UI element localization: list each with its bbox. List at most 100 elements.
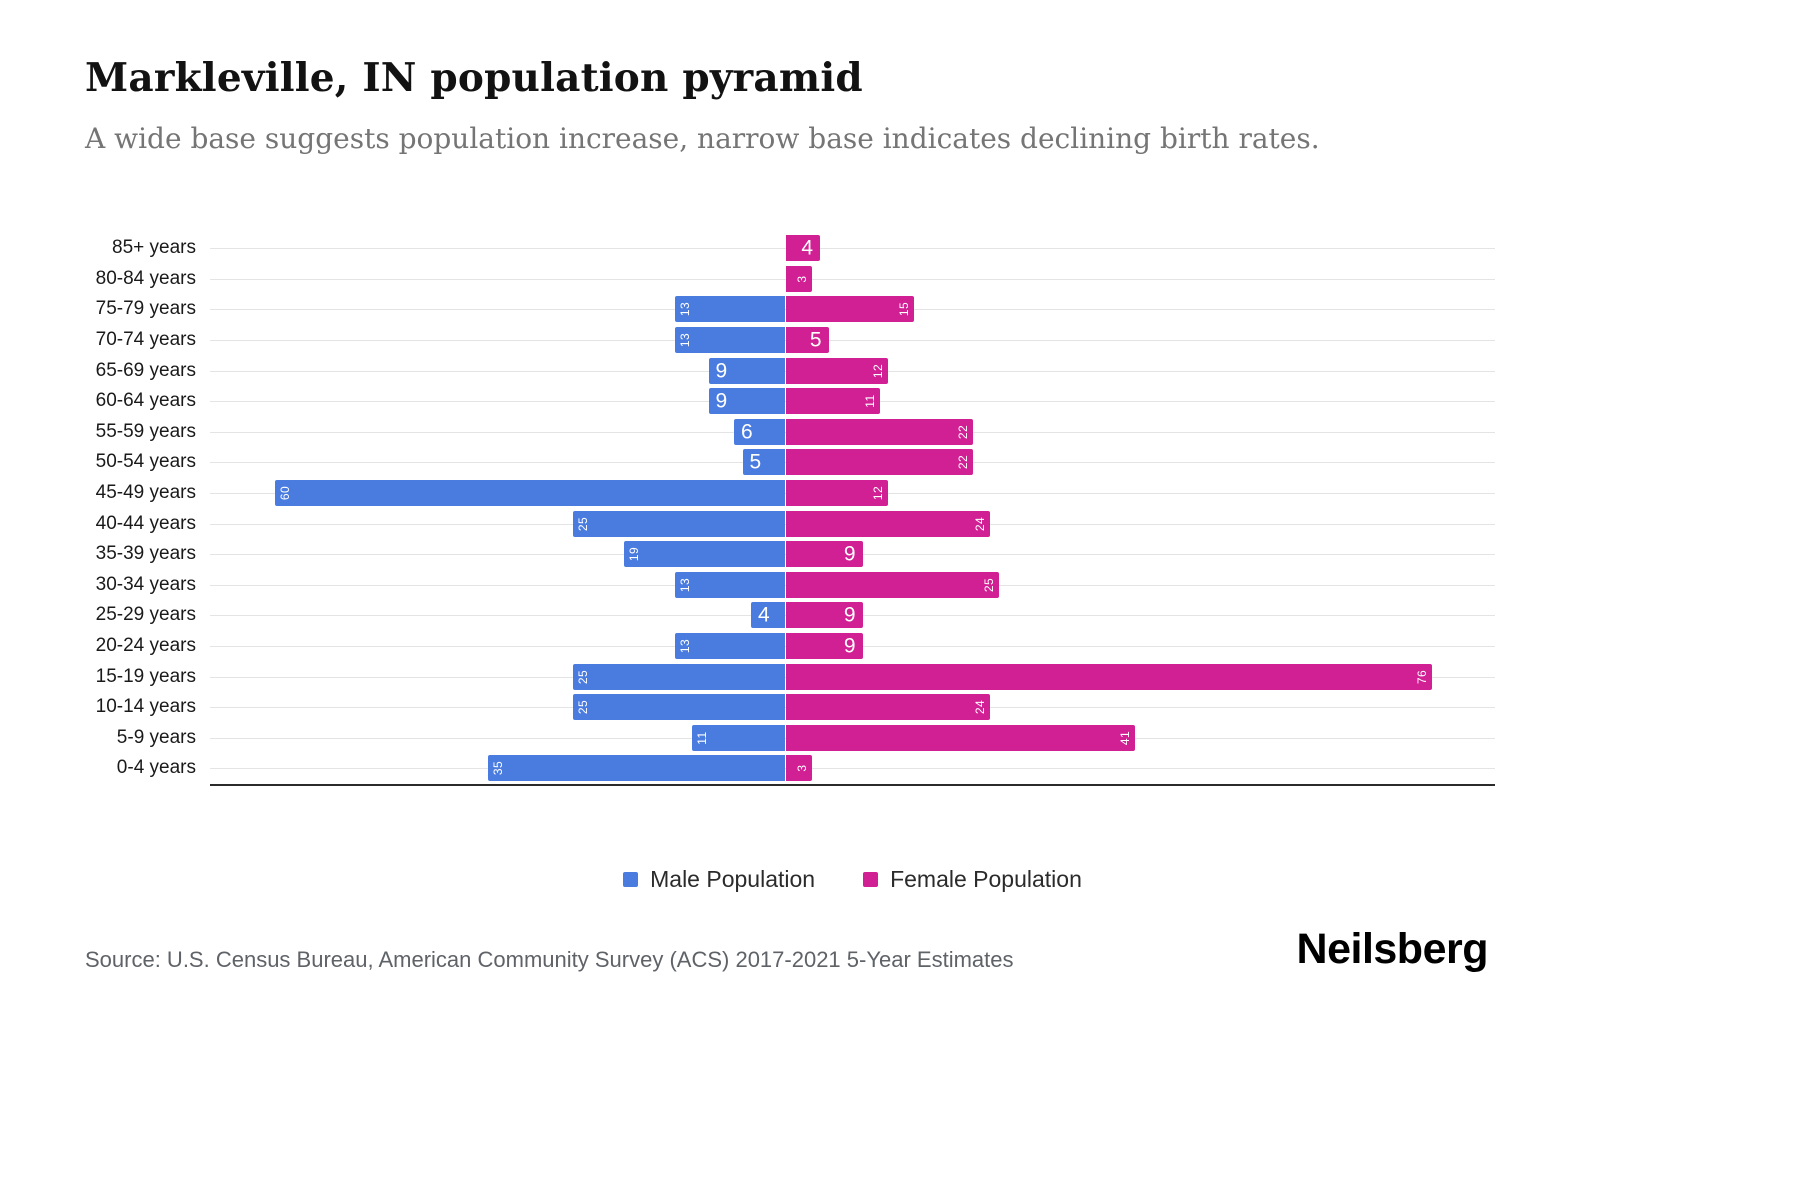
female-bar: 76 xyxy=(786,663,1432,690)
category-label: 45-49 years xyxy=(95,482,196,504)
female-bar: 4 xyxy=(786,235,820,262)
bar-value-label: 22 xyxy=(956,455,970,470)
bar-value-label: 35 xyxy=(490,761,505,776)
bar-value-label: 9 xyxy=(715,359,728,383)
category-label: 0-4 years xyxy=(116,757,196,779)
male-bar: 35 xyxy=(487,755,785,782)
category-label: 15-19 years xyxy=(95,665,196,687)
plot-area: 85+ years 4 80-84 years 3 75-79 years 13 15 70-… xyxy=(85,233,1495,784)
pyramid-row: 10-14 years 25 24 xyxy=(85,692,1495,723)
bar-track: 13 5 xyxy=(210,325,1495,356)
male-bar: 19 xyxy=(623,541,785,568)
bar-value-label: 76 xyxy=(1415,669,1429,684)
pyramid-row: 65-69 years 9 12 xyxy=(85,355,1495,386)
female-bar: 9 xyxy=(786,602,863,629)
bar-value-label: 5 xyxy=(809,328,822,352)
neilsberg-logo: Neilsberg xyxy=(1296,925,1489,973)
pyramid-row: 5-9 years 11 41 xyxy=(85,723,1495,754)
pyramid-row: 0-4 years 35 3 xyxy=(85,753,1495,784)
pyramid-row: 50-54 years 5 22 xyxy=(85,447,1495,478)
bar-track: 9 11 xyxy=(210,386,1495,417)
bar-value-label: 5 xyxy=(749,450,762,474)
category-label: 20-24 years xyxy=(95,635,196,657)
bar-value-label: 11 xyxy=(694,731,709,745)
category-label: 25-29 years xyxy=(95,604,196,626)
bar-track: 25 76 xyxy=(210,661,1495,692)
gridline xyxy=(210,340,1495,342)
category-label: 70-74 years xyxy=(95,329,196,351)
bar-value-label: 11 xyxy=(862,394,877,408)
bar-track: 19 9 xyxy=(210,539,1495,570)
category-label: 75-79 years xyxy=(95,298,196,320)
bar-value-label: 22 xyxy=(956,424,970,440)
bar-track: 25 24 xyxy=(210,508,1495,539)
bar-value-label: 3 xyxy=(794,764,809,772)
male-legend-label: Male Population xyxy=(650,865,816,892)
bar-value-label: 12 xyxy=(871,363,885,378)
category-label: 30-34 years xyxy=(95,573,196,595)
bar-track: 25 24 xyxy=(210,692,1495,723)
category-label: 10-14 years xyxy=(95,696,196,718)
bar-value-label: 12 xyxy=(871,485,885,501)
x-axis-line xyxy=(210,783,1495,786)
category-label: 55-59 years xyxy=(95,420,196,442)
bar-track: 9 12 xyxy=(210,355,1495,386)
female-bar: 3 xyxy=(786,755,812,782)
male-bar: 25 xyxy=(572,510,785,537)
bar-value-label: 24 xyxy=(973,516,987,531)
category-label: 40-44 years xyxy=(95,512,196,534)
male-legend-swatch xyxy=(623,871,639,887)
male-bar: 13 xyxy=(674,327,785,354)
male-bar: 25 xyxy=(572,663,785,690)
bar-track: 35 3 xyxy=(210,753,1495,784)
male-bar: 13 xyxy=(674,571,785,598)
gridline xyxy=(210,248,1495,250)
bar-value-label: 9 xyxy=(843,634,856,658)
female-bar: 3 xyxy=(786,265,812,292)
bar-track: 13 9 xyxy=(210,631,1495,662)
category-label: 35-39 years xyxy=(95,543,196,565)
bar-track: 13 15 xyxy=(210,294,1495,325)
pyramid-row: 60-64 years 9 11 xyxy=(85,386,1495,417)
male-bar: 60 xyxy=(275,480,785,507)
female-bar: 11 xyxy=(786,388,880,415)
bar-value-label: 3 xyxy=(794,275,809,283)
pyramid-row: 35-39 years 19 9 xyxy=(85,539,1495,570)
page-title: Markleville, IN population pyramid xyxy=(85,55,863,101)
female-bar: 24 xyxy=(786,694,990,721)
legend-item-male[interactable]: Male Population xyxy=(623,866,815,893)
pyramid-row: 70-74 years 13 5 xyxy=(85,325,1495,356)
female-bar: 22 xyxy=(786,449,973,476)
male-bar: 11 xyxy=(691,724,785,751)
bar-value-label: 9 xyxy=(843,542,856,566)
bar-value-label: 13 xyxy=(677,332,692,348)
bar-value-label: 25 xyxy=(575,700,590,715)
bar-value-label: 19 xyxy=(626,547,641,562)
pyramid-row: 75-79 years 13 15 xyxy=(85,294,1495,325)
bar-value-label: 9 xyxy=(715,389,728,413)
bar-track: 11 41 xyxy=(210,723,1495,754)
pyramid-row: 40-44 years 25 24 xyxy=(85,508,1495,539)
bar-value-label: 15 xyxy=(896,302,911,317)
pyramid-row: 25-29 years 4 9 xyxy=(85,600,1495,631)
female-bar: 41 xyxy=(786,724,1135,751)
female-bar: 12 xyxy=(786,480,888,507)
bar-value-label: 41 xyxy=(1117,730,1132,745)
female-legend-label: Female Population xyxy=(890,865,1082,892)
female-bar: 24 xyxy=(786,510,990,537)
female-bar: 5 xyxy=(786,327,829,354)
page-subtitle: A wide base suggests population increase… xyxy=(85,122,1320,155)
bar-value-label: 25 xyxy=(575,516,590,531)
bar-value-label: 13 xyxy=(677,302,692,317)
bar-value-label: 9 xyxy=(843,603,856,627)
female-bar: 12 xyxy=(786,357,888,384)
legend: Male Population Female Population xyxy=(210,866,1495,893)
pyramid-row: 15-19 years 25 76 xyxy=(85,661,1495,692)
source-attribution: Source: U.S. Census Bureau, American Com… xyxy=(85,947,1014,972)
female-legend-swatch xyxy=(863,871,879,887)
pyramid-row: 45-49 years 60 12 xyxy=(85,478,1495,509)
male-bar: 4 xyxy=(751,602,785,629)
legend-item-female[interactable]: Female Population xyxy=(863,866,1082,893)
gridline xyxy=(210,768,1495,770)
bar-track: 13 25 xyxy=(210,570,1495,601)
